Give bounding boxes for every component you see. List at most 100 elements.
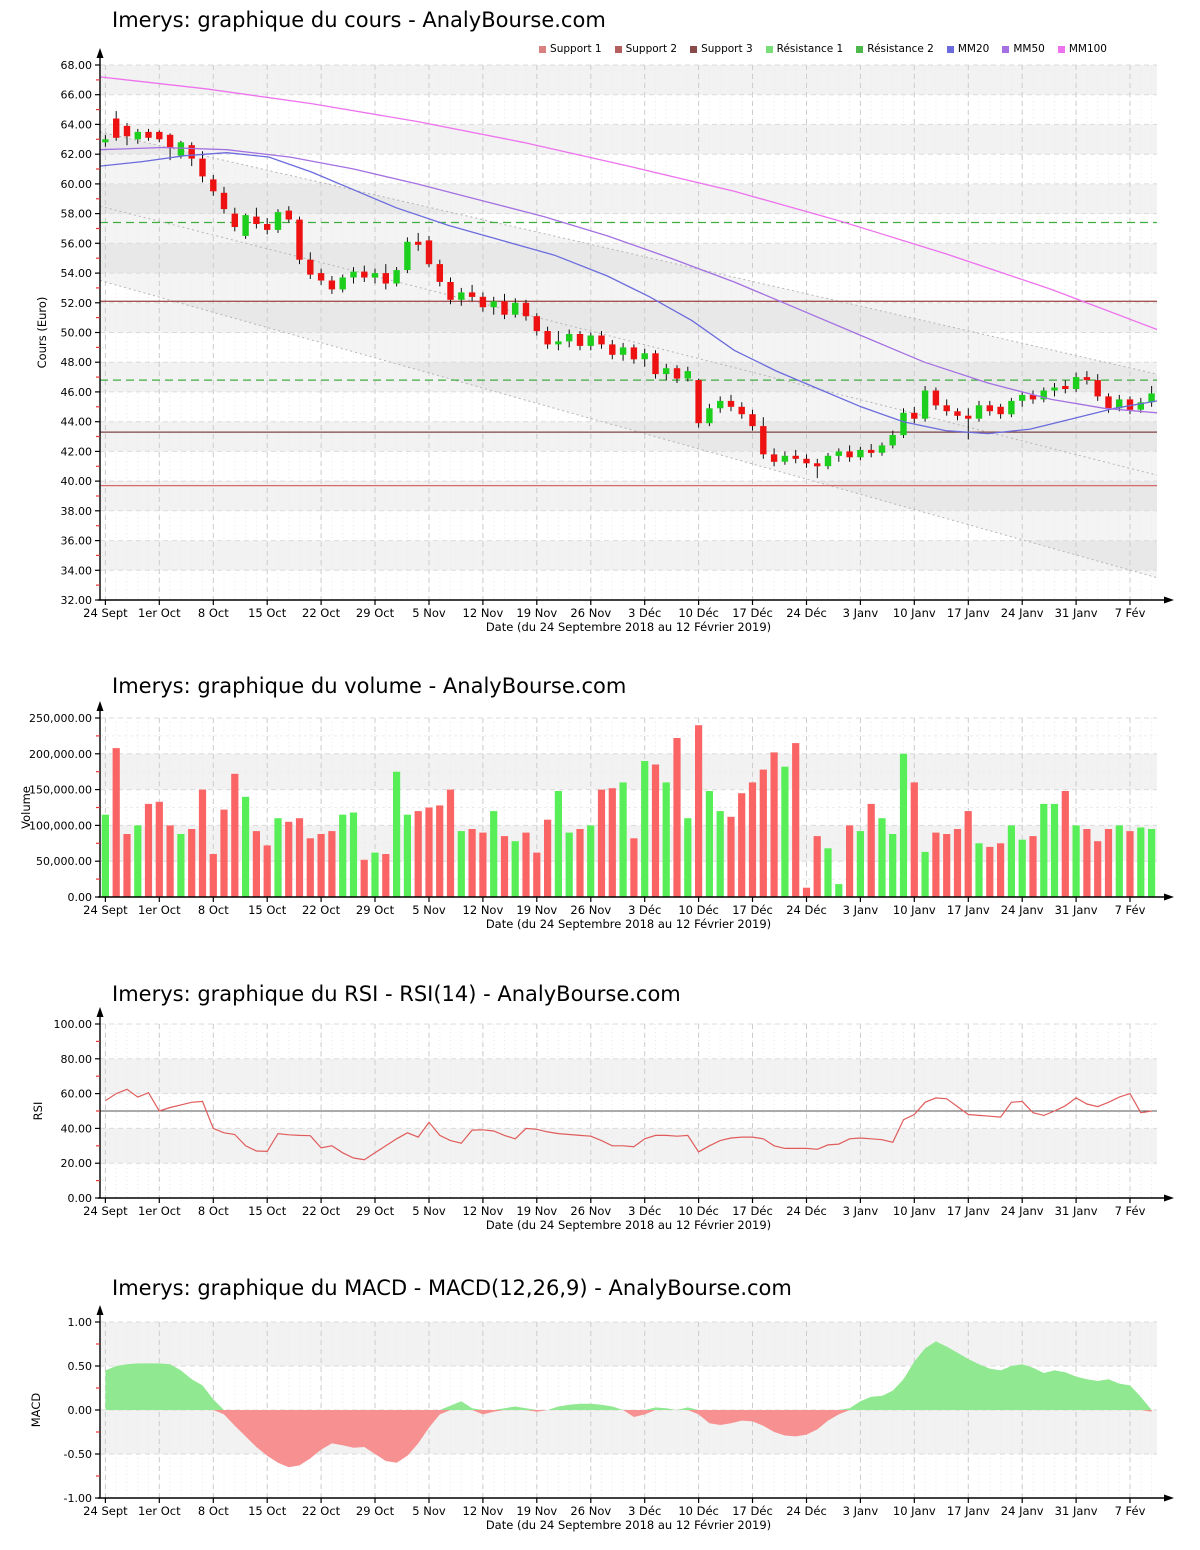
svg-text:5 Nov: 5 Nov: [412, 1204, 446, 1218]
legend-label: MM50: [1013, 43, 1045, 55]
svg-text:17 Janv: 17 Janv: [947, 1204, 990, 1218]
svg-text:19 Nov: 19 Nov: [516, 606, 557, 620]
svg-text:80.00: 80.00: [61, 1053, 93, 1066]
svg-text:36.00: 36.00: [61, 535, 93, 548]
svg-text:12 Nov: 12 Nov: [463, 1504, 504, 1518]
svg-text:250,000.00: 250,000.00: [29, 712, 92, 725]
svg-text:17 Janv: 17 Janv: [947, 1504, 990, 1518]
svg-text:-1.00: -1.00: [64, 1492, 92, 1505]
legend-swatch: [614, 45, 622, 53]
svg-text:29 Oct: 29 Oct: [356, 606, 395, 620]
svg-text:0.00: 0.00: [68, 891, 93, 904]
svg-text:100.00: 100.00: [54, 1018, 93, 1031]
svg-text:7 Fév: 7 Fév: [1115, 1504, 1146, 1518]
svg-text:29 Oct: 29 Oct: [356, 1504, 395, 1518]
svg-text:42.00: 42.00: [61, 445, 93, 458]
macd-area-chart: -1.00 -0.50 0.00 0.50 1.00 24 Sept 1er Oct 8 Oc…: [29, 1305, 1174, 1532]
candles-layer: [102, 111, 1155, 479]
svg-text:24 Janv: 24 Janv: [1001, 903, 1044, 917]
svg-text:22 Oct: 22 Oct: [302, 1504, 341, 1518]
svg-text:Cours (Euro): Cours (Euro): [35, 297, 49, 369]
svg-text:Date (du 24 Septembre 2018 au: Date (du 24 Septembre 2018 au 12 Février…: [486, 1218, 771, 1232]
svg-text:Volume: Volume: [19, 786, 33, 829]
svg-text:10 Janv: 10 Janv: [893, 1204, 936, 1218]
svg-text:22 Oct: 22 Oct: [302, 903, 341, 917]
svg-text:46.00: 46.00: [61, 386, 93, 399]
legend-label: Support 3: [701, 43, 753, 55]
legend-item-mm50: MM50: [1002, 43, 1045, 55]
svg-text:24 Sept: 24 Sept: [83, 1504, 128, 1518]
legend-label: MM100: [1068, 43, 1107, 55]
legend-item-support-1: Support 1: [539, 43, 602, 55]
svg-text:8 Oct: 8 Oct: [198, 903, 229, 917]
svg-text:20.00: 20.00: [61, 1157, 93, 1170]
volume-bars-layer: [101, 725, 1156, 897]
svg-text:29 Oct: 29 Oct: [356, 903, 395, 917]
svg-text:12 Nov: 12 Nov: [463, 1204, 504, 1218]
svg-text:24 Janv: 24 Janv: [1001, 1504, 1044, 1518]
svg-text:Date (du 24 Septembre 2018 au: Date (du 24 Septembre 2018 au 12 Février…: [486, 917, 771, 931]
svg-text:10 Janv: 10 Janv: [893, 1504, 936, 1518]
svg-text:19 Nov: 19 Nov: [516, 903, 557, 917]
svg-text:3 Déc: 3 Déc: [628, 1504, 661, 1518]
svg-text:24 Janv: 24 Janv: [1001, 606, 1044, 620]
svg-text:10 Janv: 10 Janv: [893, 903, 936, 917]
legend-label: Résistance 2: [867, 43, 934, 55]
svg-text:3 Déc: 3 Déc: [628, 606, 661, 620]
svg-text:0.00: 0.00: [68, 1404, 93, 1417]
legend-item-support-3: Support 3: [690, 43, 753, 55]
svg-text:17 Déc: 17 Déc: [732, 1504, 773, 1518]
svg-text:40.00: 40.00: [61, 1122, 93, 1135]
svg-text:5 Nov: 5 Nov: [412, 903, 446, 917]
svg-text:64.00: 64.00: [61, 118, 93, 131]
svg-text:3 Janv: 3 Janv: [843, 903, 879, 917]
svg-text:3 Janv: 3 Janv: [843, 606, 879, 620]
svg-text:8 Oct: 8 Oct: [198, 1504, 229, 1518]
svg-text:15 Oct: 15 Oct: [248, 1204, 287, 1218]
svg-text:24 Janv: 24 Janv: [1001, 1204, 1044, 1218]
rsi-chart-section: Imerys: graphique du RSI - RSI(14) - Ana…: [0, 960, 1200, 1260]
svg-text:26 Nov: 26 Nov: [570, 1204, 611, 1218]
legend-swatch: [690, 45, 698, 53]
macd-chart-title: Imerys: graphique du MACD - MACD(12,26,9…: [112, 1276, 792, 1300]
svg-text:3 Déc: 3 Déc: [628, 903, 661, 917]
svg-text:15 Oct: 15 Oct: [248, 903, 287, 917]
volume-chart-title: Imerys: graphique du volume - AnalyBours…: [112, 674, 627, 698]
svg-text:17 Déc: 17 Déc: [732, 903, 773, 917]
svg-text:150,000.00: 150,000.00: [29, 784, 92, 797]
svg-text:7 Fév: 7 Fév: [1115, 903, 1146, 917]
legend-item-mm100: MM100: [1057, 43, 1107, 55]
svg-text:7 Fév: 7 Fév: [1115, 606, 1146, 620]
cours-candlestick-chart: 32.00 34.00 36.00 38.00 40.00 42.00 44.00 46.00…: [35, 48, 1174, 634]
svg-text:24 Déc: 24 Déc: [786, 903, 827, 917]
svg-text:3 Janv: 3 Janv: [843, 1504, 879, 1518]
legend-item-mm20: MM20: [946, 43, 990, 55]
volume-chart-section: Imerys: graphique du volume - AnalyBours…: [0, 660, 1200, 960]
svg-text:1er Oct: 1er Oct: [138, 1504, 181, 1518]
svg-text:60.00: 60.00: [61, 178, 93, 191]
svg-text:10 Déc: 10 Déc: [678, 903, 719, 917]
plot-background: [99, 64, 1158, 600]
svg-text:10 Janv: 10 Janv: [893, 606, 936, 620]
svg-text:56.00: 56.00: [61, 237, 93, 250]
svg-text:40.00: 40.00: [61, 475, 93, 488]
svg-text:19 Nov: 19 Nov: [516, 1204, 557, 1218]
svg-text:22 Oct: 22 Oct: [302, 1204, 341, 1218]
legend-swatch: [765, 45, 773, 53]
svg-text:58.00: 58.00: [61, 208, 93, 221]
svg-text:MACD: MACD: [29, 1393, 43, 1428]
legend-item-support-2: Support 2: [614, 43, 677, 55]
svg-text:31 Janv: 31 Janv: [1055, 1204, 1098, 1218]
svg-text:29 Oct: 29 Oct: [356, 1204, 395, 1218]
legend-label: MM20: [957, 43, 990, 55]
cours-legend: Support 1 Support 2 Support 3 Résistance 1 R…: [539, 43, 1107, 55]
svg-text:5 Nov: 5 Nov: [412, 606, 446, 620]
svg-text:50.00: 50.00: [61, 327, 93, 340]
svg-text:1er Oct: 1er Oct: [138, 606, 181, 620]
svg-text:54.00: 54.00: [61, 267, 93, 280]
svg-text:8 Oct: 8 Oct: [198, 606, 229, 620]
legend-swatch: [946, 45, 954, 53]
svg-text:12 Nov: 12 Nov: [463, 606, 504, 620]
svg-text:48.00: 48.00: [61, 356, 93, 369]
svg-text:31 Janv: 31 Janv: [1055, 903, 1098, 917]
